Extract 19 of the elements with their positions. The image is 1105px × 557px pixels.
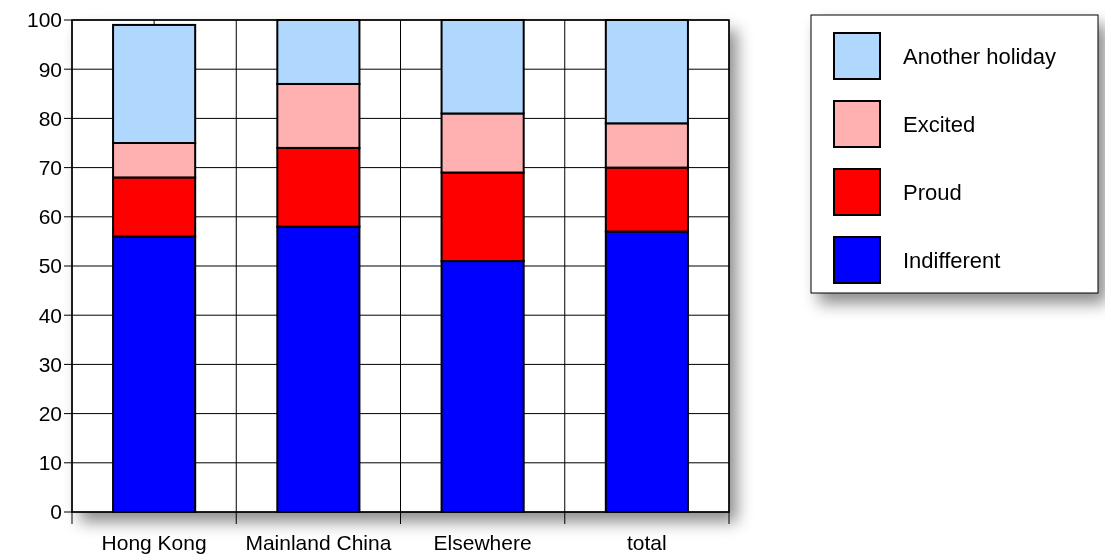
legend-label: Excited (903, 111, 976, 137)
y-tick-label: 30 (38, 352, 62, 376)
x-tick-label: Hong Kong (101, 531, 207, 554)
x-tick-label: total (627, 531, 667, 554)
x-tick-label: Mainland China (245, 531, 392, 554)
x-tick-label: Elsewhere (433, 531, 532, 554)
y-tick-label: 70 (38, 155, 62, 179)
legend-label: Another holiday (903, 43, 1056, 69)
y-tick-label: 0 (50, 500, 62, 524)
y-tick-label: 60 (38, 205, 62, 229)
y-tick-label: 90 (38, 57, 62, 81)
y-tick-label: 80 (38, 106, 62, 130)
y-tick-label: 40 (38, 303, 62, 327)
y-tick-label: 10 (38, 451, 62, 475)
y-tick-label: 50 (38, 254, 62, 278)
legend-label: Proud (903, 179, 962, 205)
y-tick-label: 100 (26, 8, 62, 32)
legend-label: Indifferent (903, 247, 1001, 273)
y-tick-label: 20 (38, 401, 62, 425)
